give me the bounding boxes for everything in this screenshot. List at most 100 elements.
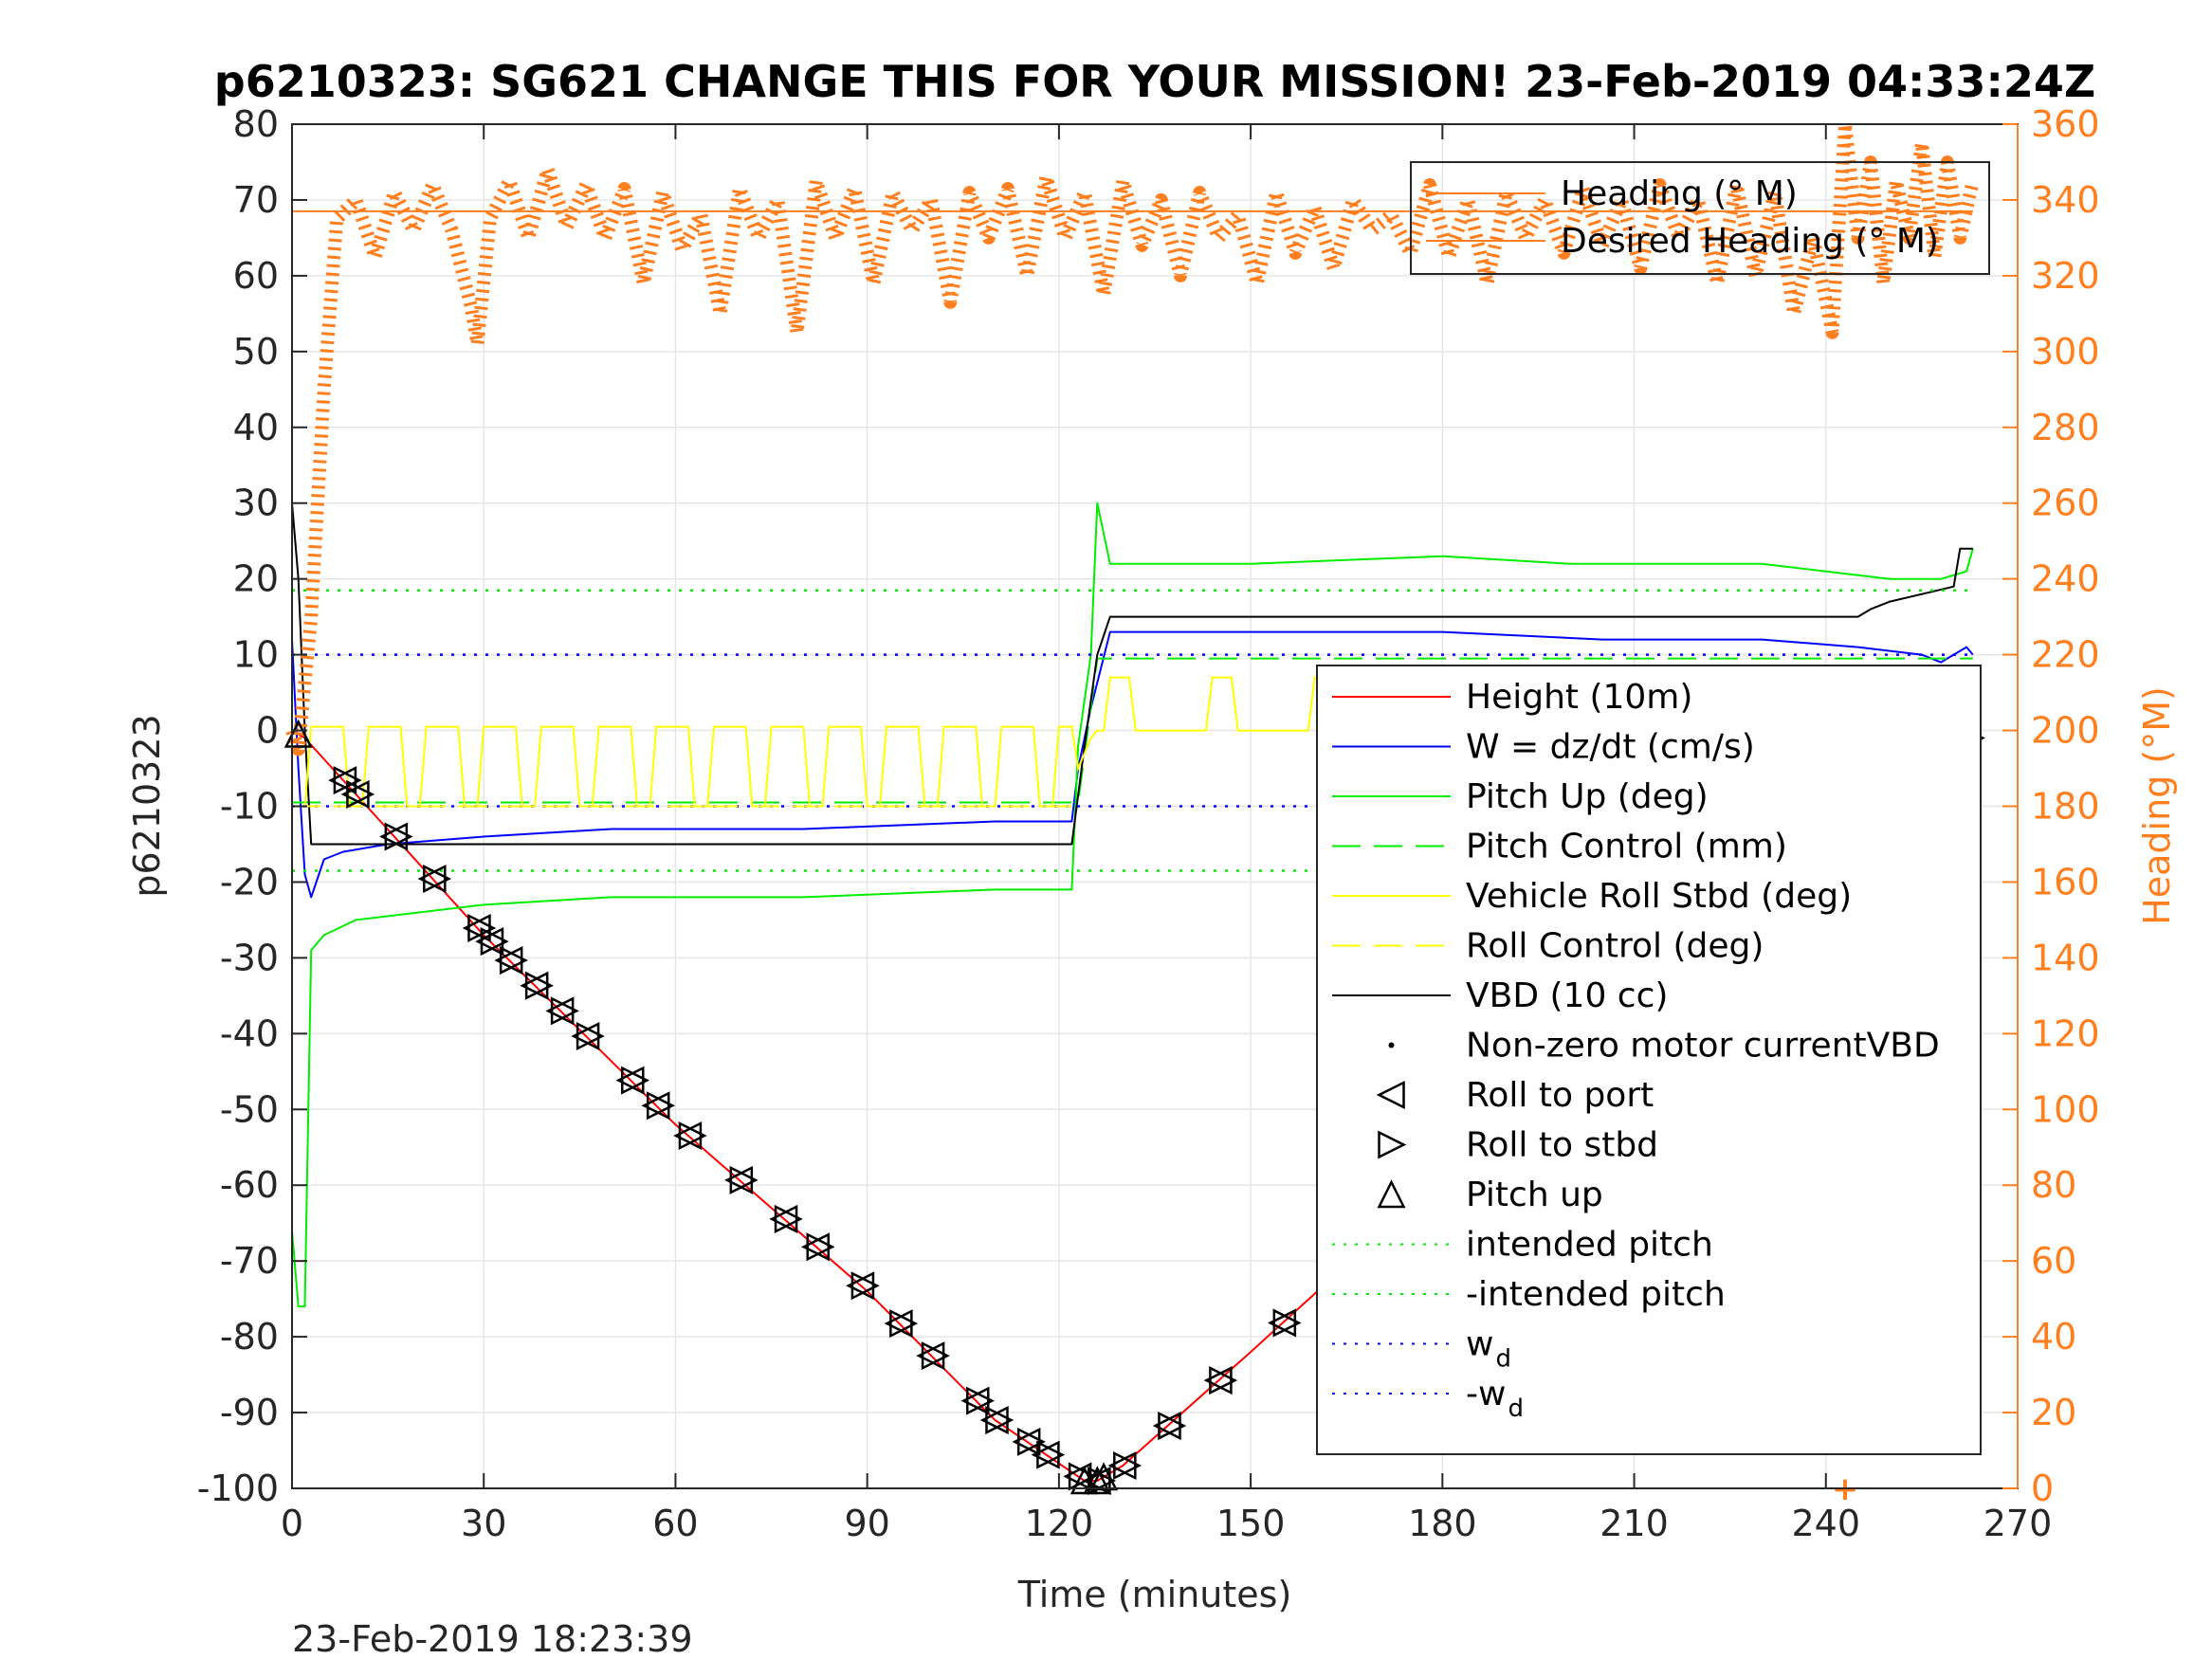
roll-to-stbd-marker xyxy=(480,927,509,957)
legend-label: VBD (10 cc) xyxy=(1466,976,1668,1015)
x-tick-label: 120 xyxy=(1025,1503,1094,1544)
roll-to-stbd-marker xyxy=(985,1406,1015,1435)
roll-to-port-marker xyxy=(724,1165,754,1194)
roll-to-port-marker xyxy=(1203,1366,1233,1395)
series-pitch-up-deg xyxy=(291,501,1974,1308)
y-tick-label-right: 220 xyxy=(2031,634,2100,676)
x-axis-label: Time (minutes) xyxy=(1017,1574,1292,1615)
roll-to-stbd-marker xyxy=(1068,1462,1097,1491)
y-tick-label-left: -90 xyxy=(220,1392,279,1433)
legend-label-subscript: d xyxy=(1495,1345,1511,1374)
y-tick-label-left: 60 xyxy=(233,255,279,297)
axis-ticks: 0 30 60 90 120 150 180 210 240 270 80 70 60 50 40 30 20 1… xyxy=(197,103,2100,1544)
roll-to-stbd-marker xyxy=(346,779,375,809)
x-tick-label: 30 xyxy=(461,1503,506,1544)
y-tick-label-left: 70 xyxy=(233,179,279,221)
roll-to-port-marker xyxy=(1082,1466,1111,1496)
roll-to-port-marker xyxy=(615,1066,645,1095)
roll-to-port-marker xyxy=(494,946,523,975)
pitch-up-marker xyxy=(1089,1462,1119,1491)
x-tick-label: 270 xyxy=(1983,1503,2053,1544)
roll-to-port-marker xyxy=(1152,1412,1181,1441)
legend-label: -intended pitch xyxy=(1466,1275,1726,1314)
legend-label-subscript: d xyxy=(1508,1395,1524,1423)
roll-to-stbd-marker xyxy=(678,1121,707,1151)
legend-main: Height (10m) W = dz/dt (cm/s) Pitch Up (de… xyxy=(1316,665,1982,1455)
roll-to-port-marker xyxy=(417,864,447,894)
y-tick-label-left: 30 xyxy=(233,483,279,524)
y-tick-label-right: 300 xyxy=(2031,331,2100,373)
x-tick-label: 0 xyxy=(281,1503,303,1544)
series-heading-m xyxy=(285,118,1980,757)
legend-heading-box xyxy=(1410,161,1990,275)
y-tick-label-left: 50 xyxy=(233,331,279,373)
y-tick-label-right: 0 xyxy=(2031,1468,2054,1509)
y-tick-label-left: -80 xyxy=(220,1316,279,1358)
footer-timestamp: 23-Feb-2019 18:23:39 xyxy=(292,1618,693,1659)
y-tick-label-left: -60 xyxy=(220,1164,279,1206)
legend-label: Height (10m) xyxy=(1466,678,1692,717)
roll-to-port-marker xyxy=(769,1204,798,1233)
x-tick-label: 90 xyxy=(844,1503,889,1544)
legend-label: Pitch up xyxy=(1466,1176,1603,1214)
roll-to-stbd-marker xyxy=(576,1021,605,1051)
y-tick-label-right: 20 xyxy=(2031,1392,2076,1433)
y-tick-label-left: -50 xyxy=(220,1088,279,1130)
y-tick-label-right: 200 xyxy=(2031,710,2100,752)
y-tick-label-left: 20 xyxy=(233,558,279,600)
legend-heading: Heading (° M) Desired Heading (° M) xyxy=(1410,161,1990,275)
legend-swatch-dot xyxy=(1388,1042,1395,1048)
x-tick-label: 150 xyxy=(1216,1503,1286,1544)
legend-label: w xyxy=(1466,1325,1493,1364)
roll-to-port-marker xyxy=(379,822,409,851)
y-tick-label-left: -30 xyxy=(220,937,279,978)
x-tick-label: 60 xyxy=(652,1503,698,1544)
legend-label: Vehicle Roll Stbd (deg) xyxy=(1466,877,1852,916)
roll-to-stbd-marker xyxy=(550,996,579,1026)
roll-to-port-marker xyxy=(520,971,549,1000)
roll-to-stbd-marker xyxy=(850,1271,880,1301)
legend-swatch-marker xyxy=(1378,1130,1407,1159)
y-tick-label-right: 180 xyxy=(2031,786,2100,828)
roll-to-port-marker xyxy=(1031,1440,1060,1469)
y-tick-label-left: 80 xyxy=(233,103,279,145)
roll-to-port-marker xyxy=(916,1341,945,1371)
y-tick-label-left: -20 xyxy=(220,861,279,902)
roll-to-stbd-marker xyxy=(729,1165,759,1194)
roll-to-stbd-marker xyxy=(384,822,413,851)
roll-to-port-marker xyxy=(846,1271,875,1301)
y-axis-label-left: p6210323 xyxy=(126,714,168,897)
y-tick-label-right: 120 xyxy=(2031,1012,2100,1054)
roll-to-port-marker xyxy=(884,1309,913,1339)
y-tick-label-right: 320 xyxy=(2031,255,2100,297)
roll-to-port-marker xyxy=(979,1406,1009,1435)
roll-to-stbd-marker xyxy=(423,864,452,894)
y-tick-label-left: -10 xyxy=(220,786,279,828)
y-tick-label-right: 80 xyxy=(2031,1164,2076,1206)
roll-to-stbd-marker xyxy=(1036,1440,1066,1469)
legend-label: -w xyxy=(1466,1375,1506,1413)
legend-heading-label: Heading (° M) xyxy=(1561,174,1798,213)
y-tick-label-right: 100 xyxy=(2031,1088,2100,1130)
chart-title: p6210323: SG621 CHANGE THIS FOR YOUR MIS… xyxy=(214,56,2095,107)
y-tick-label-right: 260 xyxy=(2031,483,2100,524)
legend-label: Roll Control (deg) xyxy=(1466,927,1764,966)
series-vbd-10-cc xyxy=(291,502,1973,846)
roll-to-port-marker xyxy=(340,779,370,809)
y-tick-label-right: 340 xyxy=(2031,179,2100,221)
roll-to-stbd-marker xyxy=(1016,1427,1046,1456)
y-tick-label-right: 140 xyxy=(2031,937,2100,978)
roll-to-port-marker xyxy=(545,996,575,1026)
legend-label: Pitch Up (deg) xyxy=(1466,777,1709,816)
y-tick-label-left: -100 xyxy=(197,1468,279,1509)
pitch-up-marker xyxy=(1083,1466,1112,1495)
x-tick-label: 210 xyxy=(1600,1503,1669,1544)
x-tick-label: 180 xyxy=(1408,1503,1477,1544)
legend-label: Pitch Control (mm) xyxy=(1466,828,1787,866)
series-pitch-control-mm xyxy=(292,657,1973,804)
roll-to-stbd-marker xyxy=(966,1386,996,1415)
roll-to-port-marker xyxy=(800,1232,830,1262)
roll-to-port-marker xyxy=(571,1021,600,1051)
roll-to-stbd-marker xyxy=(621,1066,650,1095)
